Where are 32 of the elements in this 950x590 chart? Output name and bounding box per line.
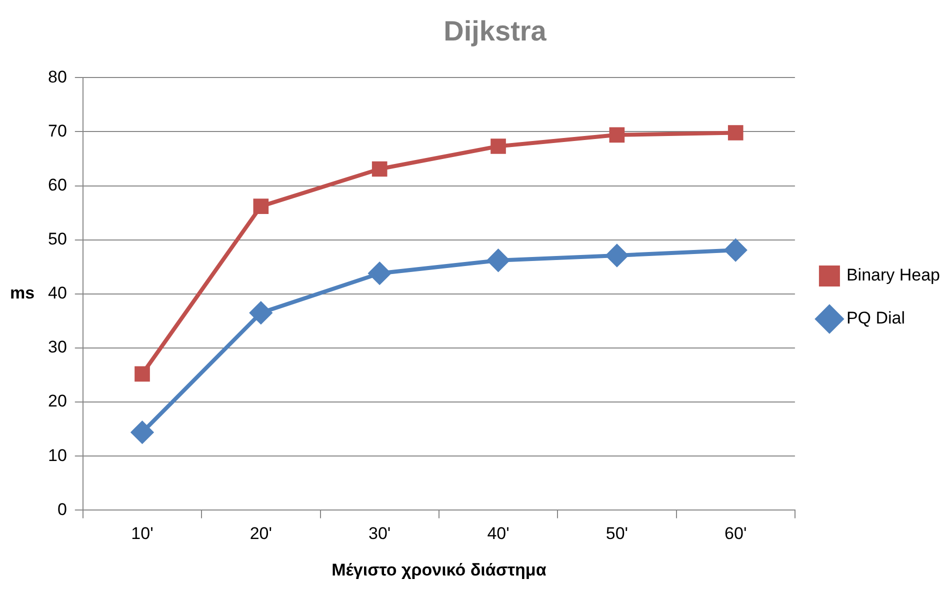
y-tick-label: 20	[48, 392, 67, 411]
y-tick-label: 60	[48, 175, 67, 194]
point	[728, 125, 744, 140]
x-tick-label: 20'	[250, 524, 272, 544]
y-tick-label: 80	[48, 67, 67, 86]
y-tick-label: 0	[57, 500, 67, 519]
y-tick-label: 70	[48, 121, 67, 140]
y-tick-label: 40	[48, 284, 67, 303]
y-tick-label: 30	[48, 338, 67, 357]
point	[372, 161, 388, 177]
legend-label: Binary Heap	[846, 266, 940, 285]
point	[368, 262, 391, 284]
x-axis-title: Μέγιστο χρονικό διάστημα	[332, 560, 547, 580]
point	[134, 366, 150, 382]
x-tick-label: 10'	[131, 524, 154, 544]
point	[250, 302, 272, 324]
point	[609, 127, 625, 143]
point	[724, 239, 747, 262]
point	[131, 421, 154, 444]
x-tick-label: 30'	[368, 524, 391, 544]
y-tick-label: 10	[48, 446, 67, 465]
y-tick-label: 50	[48, 230, 67, 249]
point	[490, 138, 506, 154]
x-tick-label: 40'	[487, 524, 510, 544]
chart-title: Dijkstra	[444, 16, 547, 47]
y-axis-title: ms	[10, 284, 35, 303]
x-tick-label: 60'	[724, 524, 747, 544]
point	[487, 249, 510, 272]
point	[253, 198, 269, 214]
point	[606, 244, 628, 267]
legend-label: PQ Dial	[846, 308, 906, 328]
x-tick-label: 50'	[606, 524, 628, 544]
